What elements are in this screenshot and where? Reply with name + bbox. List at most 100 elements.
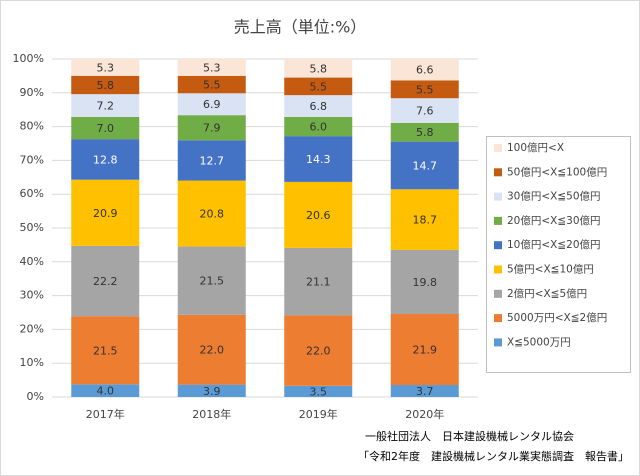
data-label: 22.2 [93, 275, 118, 288]
data-label: 7.0 [97, 122, 115, 135]
legend-label: 100億円<X [507, 141, 564, 154]
bar-segment [177, 93, 246, 116]
data-label: 21.5 [200, 275, 225, 288]
bar-segment [71, 116, 140, 140]
y-tick-label: 80% [20, 120, 44, 133]
legend-label: X≦5000万円 [507, 336, 571, 348]
y-tick-label: 30% [20, 289, 44, 302]
legend-swatch [494, 241, 502, 250]
bar-segment [390, 141, 459, 190]
legend-swatch [494, 144, 502, 152]
x-tick-label: 2019年 [299, 407, 338, 421]
y-tick-label: 10% [20, 356, 44, 369]
x-tick-label: 2018年 [192, 407, 231, 421]
legend-box [486, 136, 631, 373]
data-label: 5.8 [97, 79, 115, 92]
legend-label: 5億円<X≦10億円 [507, 263, 594, 276]
data-label: 7.2 [97, 100, 115, 113]
data-label: 6.8 [310, 100, 328, 113]
legend-swatch [494, 192, 502, 201]
data-label: 14.7 [413, 159, 438, 172]
y-tick-label: 0% [27, 390, 44, 403]
data-label: 5.5 [203, 79, 221, 92]
y-tick-label: 100% [13, 52, 44, 65]
bar-segment [284, 247, 353, 316]
data-label: 18.7 [413, 214, 438, 227]
data-label: 22.0 [200, 344, 225, 357]
bar-segment [390, 122, 459, 142]
bar-segment [71, 316, 140, 385]
data-label: 5.5 [416, 83, 434, 96]
y-tick-label: 70% [20, 153, 44, 166]
data-label: 3.5 [310, 385, 328, 398]
bar-segment [284, 95, 353, 117]
bar-segment [71, 245, 140, 317]
bar-segment [71, 384, 140, 397]
data-label: 22.0 [306, 345, 331, 358]
y-tick-label: 20% [20, 322, 44, 335]
data-label: 21.9 [413, 344, 438, 357]
data-label: 21.5 [93, 344, 118, 357]
bar-segment [284, 181, 353, 248]
legend-label: 30億円<X≦50億円 [507, 190, 601, 203]
legend-swatch [494, 168, 502, 177]
bar-segment [390, 59, 459, 81]
data-label: 5.8 [416, 126, 434, 139]
data-label: 3.7 [416, 385, 434, 398]
bar-segment [177, 180, 246, 247]
data-label: 3.9 [203, 385, 221, 398]
legend-swatch [494, 289, 502, 298]
bar-segment [390, 314, 459, 386]
bar-segment [177, 246, 246, 315]
bar-segment [71, 139, 140, 180]
legend-swatch [494, 265, 502, 274]
data-label: 5.3 [203, 61, 221, 74]
bar-segment [390, 80, 459, 99]
bar-segment [390, 249, 459, 315]
data-label: 5.8 [310, 62, 328, 75]
bar-segment [71, 94, 140, 117]
data-label: 4.0 [97, 385, 115, 398]
chart-title: 売上高（単位:%） [234, 18, 367, 37]
data-label: 20.9 [93, 207, 118, 220]
legend-label: 5000万円<X≦2億円 [507, 311, 607, 324]
bar-segment [284, 315, 353, 386]
data-label: 20.6 [306, 209, 331, 222]
data-label: 19.8 [413, 276, 438, 289]
y-tick-label: 40% [20, 255, 44, 268]
annotation: 一般社団法人 日本建設機械レンタル協会 [365, 429, 574, 443]
data-label: 21.1 [306, 276, 331, 289]
x-tick-label: 2017年 [86, 407, 125, 421]
data-label: 6.9 [203, 98, 221, 111]
bar-segment [284, 116, 353, 137]
bar-segment [177, 59, 246, 76]
legend-label: 20億円<X≦30億円 [507, 214, 601, 227]
data-label: 5.5 [310, 80, 328, 93]
y-tick-label: 60% [20, 187, 44, 200]
legend-swatch [494, 338, 502, 347]
bar-segment [284, 59, 353, 78]
legend-label: 2億円<X≦5億円 [507, 287, 587, 300]
bar-segment [177, 140, 246, 181]
bar-segment [390, 189, 459, 250]
bar-segment [390, 385, 459, 397]
bar-segment [71, 75, 140, 95]
annotation: 「令和2年度 建設機械レンタル業実態調査 報告書」 [358, 449, 629, 463]
y-tick-label: 50% [20, 221, 44, 234]
data-label: 7.6 [416, 105, 434, 118]
x-tick-label: 2020年 [405, 407, 444, 421]
legend-label: 50億円<X≦100億円 [507, 165, 607, 178]
data-label: 5.3 [97, 61, 115, 74]
data-label: 14.3 [306, 153, 331, 166]
bar-segment [284, 385, 353, 397]
bar-segment [284, 77, 353, 96]
bar-segment [390, 98, 459, 123]
data-label: 12.8 [93, 153, 118, 166]
legend-swatch [494, 216, 502, 225]
legend-swatch [494, 314, 502, 323]
data-label: 20.8 [200, 208, 225, 221]
legend-label: 10億円<X≦20億円 [507, 238, 601, 251]
y-tick-label: 90% [20, 86, 44, 99]
bar-segment [284, 136, 353, 182]
